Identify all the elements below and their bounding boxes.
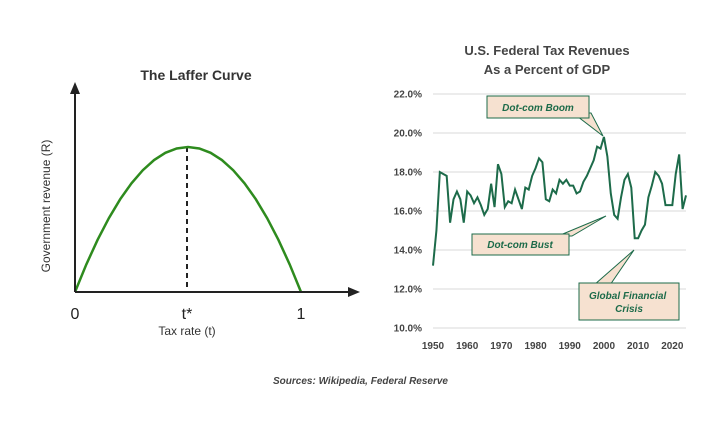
callout-dot-com-bust-pointer [557,215,607,237]
laffer-x-axis-label: Tax rate (t) [158,324,215,338]
callout-dot-com-bust-text: Dot-com Bust [487,240,553,251]
revenue-x-tick: 1960 [456,341,479,352]
laffer-curve-series [73,145,303,293]
revenue-y-tick: 10.0% [394,324,422,335]
revenue-x-tick: 1950 [422,341,445,352]
callout-dot-com-bust: Dot-com Bust [471,215,607,256]
revenue-y-tick: 20.0% [394,129,422,140]
revenue-title: U.S. Federal Tax Revenues [464,43,629,58]
callout-global-financial-crisis: Global Financial Crisis [578,249,680,321]
revenue-series-line [432,136,687,266]
revenue-x-tick: 1980 [524,341,547,352]
revenue-x-tick: 1970 [490,341,513,352]
laffer-y-axis-arrow [70,82,80,94]
laffer-x-tick-0: 0 [71,306,80,323]
revenue-y-tick: 18.0% [394,168,422,179]
laffer-x-axis-arrow [348,287,360,297]
revenue-y-tick-labels: 10.0% 12.0% 14.0% 16.0% 18.0% 20.0% 22.0% [394,90,422,335]
revenue-subtitle: As a Percent of GDP [484,62,611,77]
revenue-y-tick: 14.0% [394,246,422,257]
revenue-x-tick: 2010 [627,341,650,352]
revenue-x-tick: 1990 [559,341,582,352]
revenue-x-tick-labels: 1950 1960 1970 1980 1990 2000 2010 2020 [422,341,684,352]
callout-dot-com-boom-text: Dot-com Boom [502,103,574,114]
tax-revenue-chart: U.S. Federal Tax Revenues As a Percent o… [394,43,687,352]
laffer-x-tick-peak: t* [182,306,193,323]
laffer-curve-chart: The Laffer Curve Government revenue (R) … [39,67,360,338]
sources-note: Sources: Wikipedia, Federal Reserve [273,376,448,387]
callout-gfc-pointer [592,249,635,286]
laffer-x-tick-1: 1 [297,306,306,323]
revenue-x-tick: 2020 [661,341,684,352]
laffer-title: The Laffer Curve [140,67,251,83]
revenue-y-tick: 12.0% [394,285,422,296]
revenue-y-tick: 16.0% [394,207,422,218]
revenue-x-tick: 2000 [593,341,616,352]
laffer-y-axis-label: Government revenue (R) [39,140,53,273]
callout-dot-com-bust-box [471,233,570,256]
callout-gfc-text: Global Financial Crisis [589,291,669,315]
callout-dot-com-boom: Dot-com Boom [486,95,604,137]
revenue-y-tick: 22.0% [394,90,422,101]
callout-dot-com-boom-box [486,95,590,119]
callout-gfc-box [578,282,680,321]
